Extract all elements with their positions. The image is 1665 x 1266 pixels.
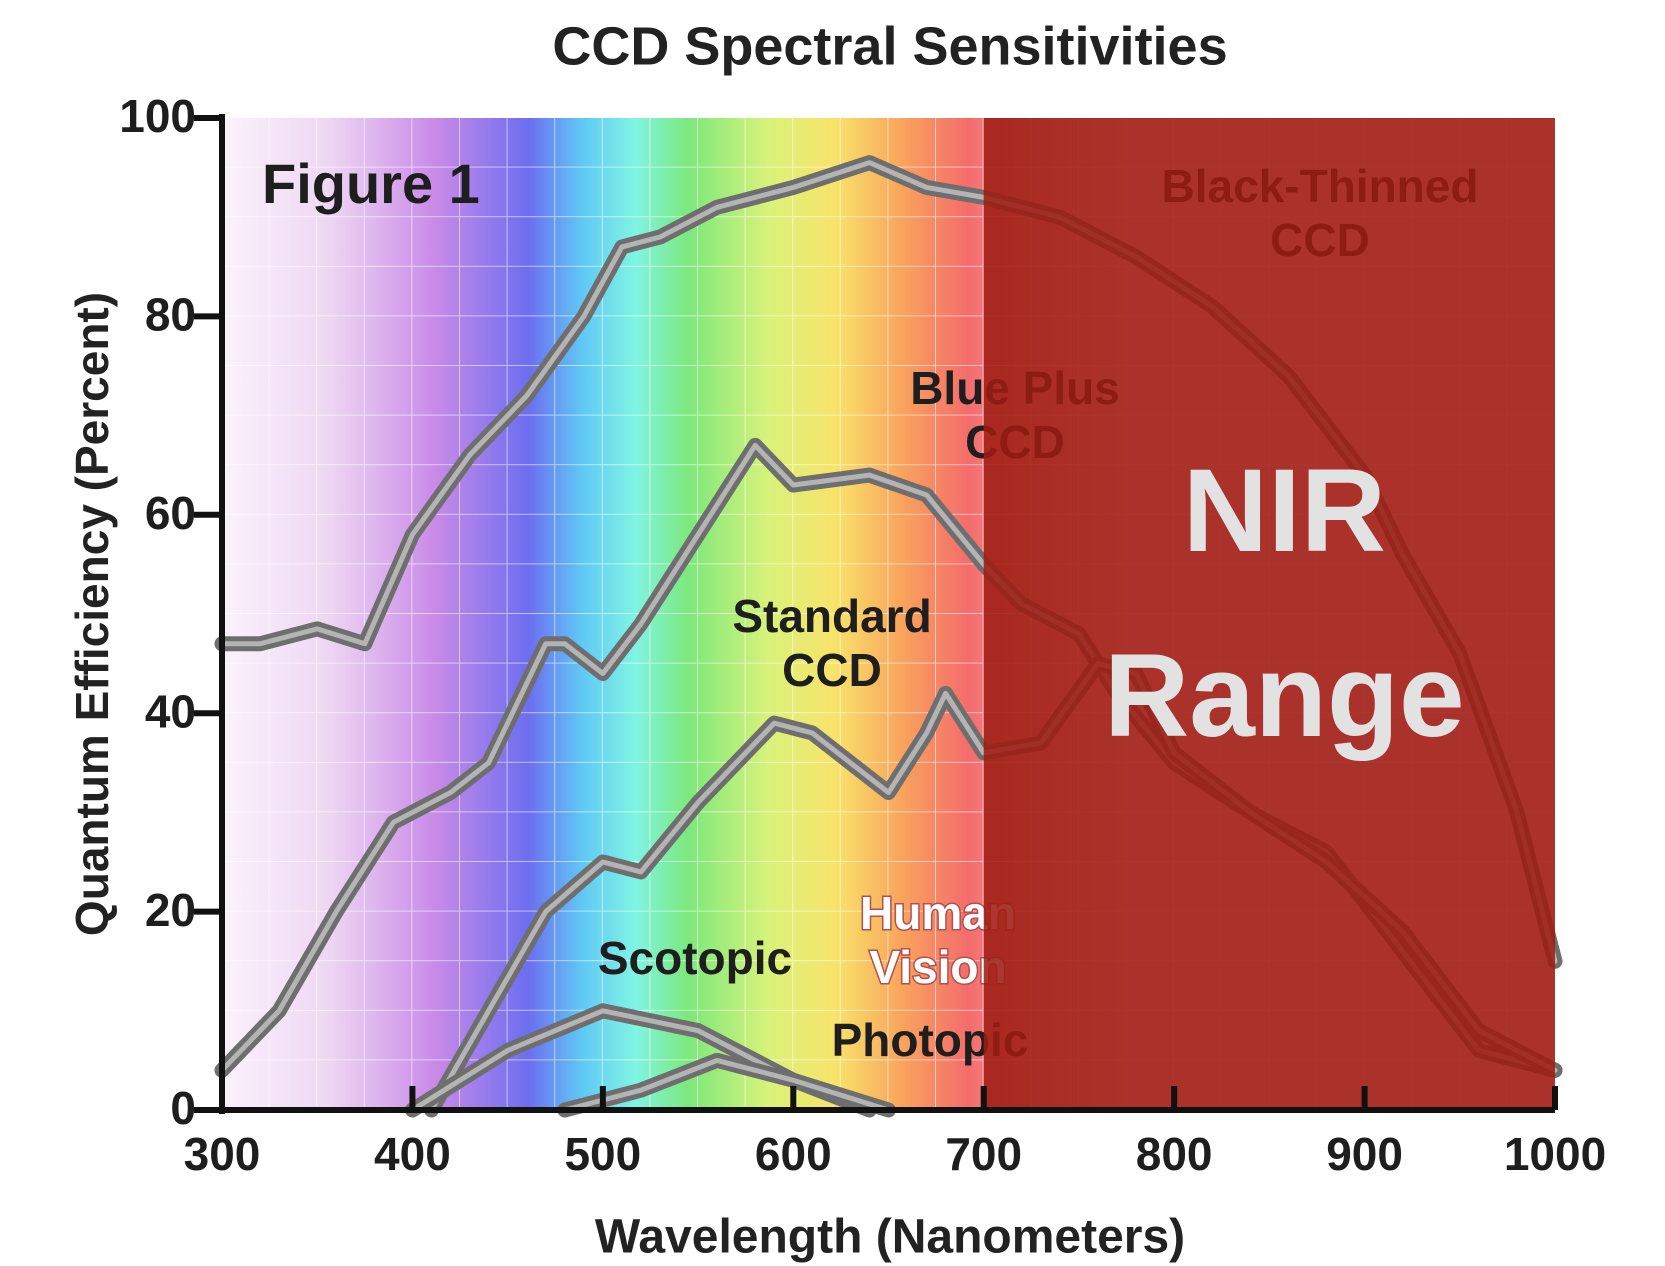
x-tick-label: 400 (374, 1128, 451, 1180)
x-tick-label: 800 (1136, 1128, 1213, 1180)
x-tick-label: 600 (755, 1128, 832, 1180)
y-axis-label: Quantum Efficiency (Percent) (66, 292, 118, 936)
y-tick-label: 100 (119, 90, 196, 142)
curve-label: Scotopic (598, 932, 792, 984)
y-tick-label: 40 (145, 685, 196, 737)
x-axis-label: Wavelength (Nanometers) (595, 1211, 1185, 1264)
nir-label-line: Range (1104, 630, 1465, 762)
y-tick-label: 60 (145, 487, 196, 539)
x-tick-label: 300 (184, 1128, 261, 1180)
nir-label-line: NIR (1183, 445, 1386, 577)
curve-label-line: CCD (782, 644, 882, 696)
x-tick-label: 900 (1326, 1128, 1403, 1180)
curve-label-line: Scotopic (598, 932, 792, 984)
y-tick-label: 80 (145, 289, 196, 341)
x-tick-label: 1000 (1504, 1128, 1606, 1180)
nir-region (983, 118, 1555, 1110)
x-tick-label: 500 (564, 1128, 641, 1180)
y-tick-label: 20 (145, 884, 196, 936)
annotation-line: Figure 1 (262, 152, 480, 215)
curve-label-line: Standard (732, 590, 931, 642)
annotation: Figure 1 (262, 152, 480, 215)
series-line-highlight (562, 1057, 891, 1113)
chart-title: CCD Spectral Sensitivities (552, 16, 1227, 76)
x-tick-label: 700 (945, 1128, 1022, 1180)
nir-label: NIR Range (1104, 445, 1465, 762)
y-tick-label: 0 (170, 1082, 196, 1134)
curve-label: Standard CCD (732, 590, 931, 696)
